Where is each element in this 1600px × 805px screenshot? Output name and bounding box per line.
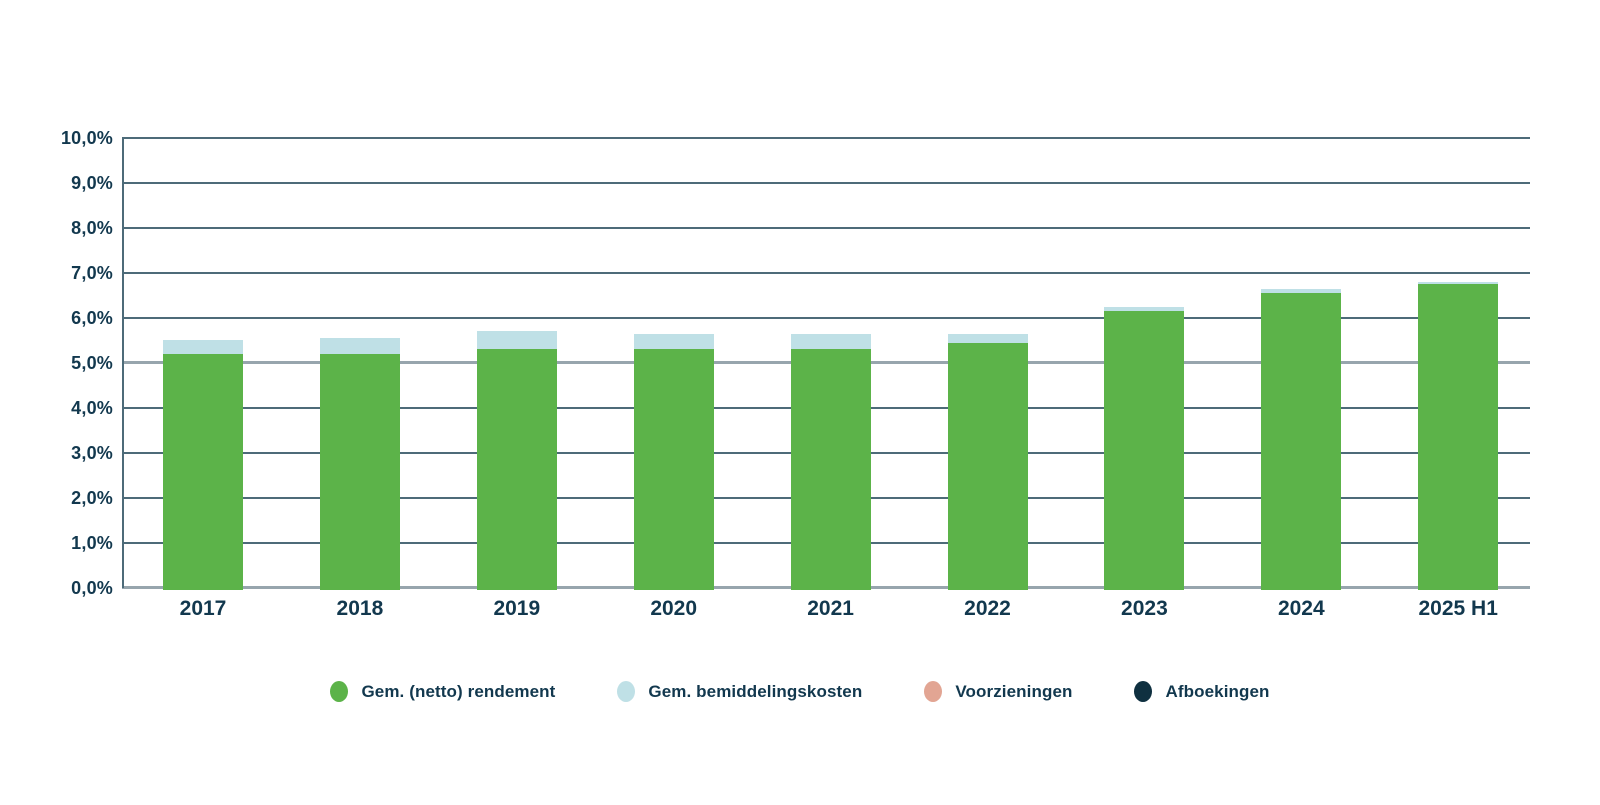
gem-netto-rendement-legend-dot-icon <box>330 681 349 702</box>
bar-segment-gem-netto-rendement[interactable] <box>790 349 871 590</box>
bar-segment-gem-netto-rendement[interactable] <box>633 349 714 590</box>
y-axis-tick-label: 0,0% <box>71 578 113 598</box>
x-axis-label: 2023 <box>1121 597 1168 620</box>
bar-segment-gem-bemiddelingskosten[interactable] <box>1418 281 1499 284</box>
bar-2017[interactable] <box>163 340 243 590</box>
bar-segment-gem-bemiddelingskosten[interactable] <box>476 331 557 350</box>
x-axis-label: 2018 <box>336 597 384 620</box>
gridline-10pct <box>122 137 1530 139</box>
bar-segment-gem-bemiddelingskosten[interactable] <box>319 338 400 354</box>
y-axis-tick-label: 5,0% <box>71 353 113 373</box>
y-axis-tick-label: 8,0% <box>71 218 113 238</box>
gridline-8pct <box>122 227 1530 229</box>
legend-item-gem-netto-rendement[interactable]: Gem. (netto) rendement <box>330 681 555 702</box>
bar-2023[interactable] <box>1104 306 1185 590</box>
bar-2025-h1[interactable] <box>1418 281 1499 590</box>
x-axis-label: 2020 <box>650 597 698 620</box>
bar-segment-gem-netto-rendement[interactable] <box>1104 311 1185 590</box>
bar-segment-gem-netto-rendement[interactable] <box>947 342 1028 590</box>
bar-segment-gem-bemiddelingskosten[interactable] <box>1104 306 1185 311</box>
x-axis-label: 2025 H1 <box>1418 597 1498 620</box>
y-axis-line <box>122 138 124 588</box>
bar-segment-gem-bemiddelingskosten[interactable] <box>1261 288 1342 293</box>
bar-segment-gem-netto-rendement[interactable] <box>476 349 557 590</box>
afboekingen-legend-dot-icon <box>1134 681 1153 702</box>
y-axis-tick-label: 2,0% <box>71 488 113 508</box>
bar-segment-gem-bemiddelingskosten[interactable] <box>947 333 1028 343</box>
bar-segment-gem-netto-rendement[interactable] <box>1418 284 1499 590</box>
bar-segment-gem-netto-rendement[interactable] <box>1261 293 1342 590</box>
gridline-6pct <box>122 317 1530 319</box>
x-axis-label: 2022 <box>964 597 1011 620</box>
bar-segment-gem-bemiddelingskosten[interactable] <box>163 340 243 354</box>
bar-segment-gem-bemiddelingskosten[interactable] <box>790 333 871 350</box>
chart-legend: Gem. (netto) rendement Gem. bemiddelingsk… <box>0 681 1600 702</box>
legend-label: Gem. (netto) rendement <box>361 681 556 701</box>
legend-item-gem-bemiddelingskosten[interactable]: Gem. bemiddelingskosten <box>617 681 862 702</box>
bar-2019[interactable] <box>476 331 557 590</box>
y-axis-tick-label: 3,0% <box>71 443 113 463</box>
legend-label: Voorzieningen <box>955 681 1073 701</box>
bar-segment-gem-netto-rendement[interactable] <box>163 353 243 590</box>
y-axis-tick-label: 1,0% <box>71 533 113 553</box>
gridline-7pct <box>122 272 1530 274</box>
gem-bemiddelingskosten-legend-dot-icon <box>617 681 636 702</box>
legend-label: Gem. bemiddelingskosten <box>648 681 863 701</box>
y-axis-tick-label: 9,0% <box>71 173 113 193</box>
x-axis-label: 2021 <box>807 597 854 620</box>
gridline-9pct <box>122 182 1530 184</box>
bar-2024[interactable] <box>1261 288 1342 590</box>
bar-2018[interactable] <box>319 338 400 590</box>
y-axis-tick-label: 7,0% <box>71 263 113 283</box>
bar-2022[interactable] <box>947 333 1028 590</box>
legend-item-afboekingen[interactable]: Afboekingen <box>1134 681 1269 702</box>
x-axis-label: 2017 <box>179 597 227 620</box>
y-axis-tick-label: 4,0% <box>71 398 113 418</box>
legend-label: Afboekingen <box>1165 681 1270 701</box>
x-axis-label: 2019 <box>493 597 541 620</box>
legend-item-voorzieningen[interactable]: Voorzieningen <box>924 681 1072 702</box>
bar-segment-gem-bemiddelingskosten[interactable] <box>633 333 714 350</box>
bar-segment-gem-netto-rendement[interactable] <box>319 353 400 590</box>
x-axis-label: 2024 <box>1277 597 1325 620</box>
y-axis-tick-label: 6,0% <box>71 308 113 328</box>
plot-area <box>122 137 1530 590</box>
bar-2020[interactable] <box>633 333 714 590</box>
voorzieningen-legend-dot-icon <box>924 681 943 702</box>
bar-2021[interactable] <box>790 333 871 590</box>
y-axis-tick-label: 10,0% <box>60 128 113 148</box>
